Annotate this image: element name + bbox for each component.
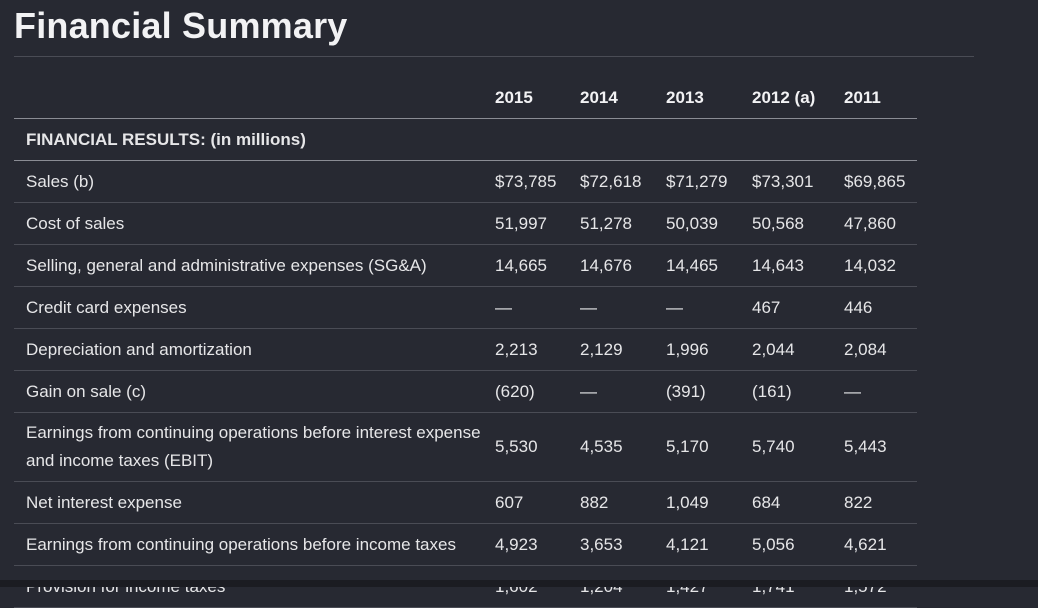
table-cell: 2,213 (495, 328, 580, 371)
table-cell: $69,865 (844, 160, 917, 203)
table-cell: 14,676 (580, 244, 666, 287)
table-cell: 5,443 (844, 412, 917, 482)
table-cell: 3,653 (580, 523, 666, 566)
row-label: Sales (b) (14, 160, 495, 203)
column-header-year: 2012 (a) (752, 78, 844, 119)
financial-summary-table-container: 2015 2014 2013 2012 (a) 2011 FINANCIAL R… (14, 78, 917, 608)
bottom-edge-bar (0, 580, 1038, 587)
column-header-year: 2014 (580, 78, 666, 119)
table-cell: 4,923 (495, 523, 580, 566)
table-cell: $71,279 (666, 160, 752, 203)
table-cell: — (495, 286, 580, 329)
table-cell: 14,643 (752, 244, 844, 287)
table-cell: 5,530 (495, 412, 580, 482)
column-header-year: 2015 (495, 78, 580, 119)
row-label: Net interest expense (14, 481, 495, 524)
table-cell: — (580, 370, 666, 413)
row-label: Earnings from continuing operations befo… (14, 412, 495, 482)
section-header-label: FINANCIAL RESULTS: (in millions) (14, 118, 917, 161)
table-header-row: 2015 2014 2013 2012 (a) 2011 (14, 78, 917, 119)
table-cell: — (666, 286, 752, 329)
table-cell: 47,860 (844, 202, 917, 245)
column-header-year: 2013 (666, 78, 752, 119)
table-cell: 882 (580, 481, 666, 524)
table-row: Depreciation and amortization 2,213 2,12… (14, 328, 917, 371)
table-row: Net interest expense 607 882 1,049 684 8… (14, 481, 917, 524)
table-cell: 1,996 (666, 328, 752, 371)
row-label: Cost of sales (14, 202, 495, 245)
table-cell: — (580, 286, 666, 329)
table-cell: (391) (666, 370, 752, 413)
row-label: Selling, general and administrative expe… (14, 244, 495, 287)
table-cell: 50,039 (666, 202, 752, 245)
table-cell: 51,278 (580, 202, 666, 245)
table-cell: 14,465 (666, 244, 752, 287)
table-row: Gain on sale (c) (620) — (391) (161) — (14, 370, 917, 413)
table-row: Earnings from continuing operations befo… (14, 412, 917, 482)
table-cell: $72,618 (580, 160, 666, 203)
table-cell: $73,301 (752, 160, 844, 203)
table-cell: (620) (495, 370, 580, 413)
table-cell: 5,170 (666, 412, 752, 482)
table-row: Earnings from continuing operations befo… (14, 523, 917, 566)
table-cell: 1,049 (666, 481, 752, 524)
table-cell: 684 (752, 481, 844, 524)
column-header-year: 2011 (844, 78, 917, 119)
table-cell: 5,740 (752, 412, 844, 482)
table-cell: 2,084 (844, 328, 917, 371)
table-row: Selling, general and administrative expe… (14, 244, 917, 287)
table-cell: 607 (495, 481, 580, 524)
table-row: Cost of sales 51,997 51,278 50,039 50,56… (14, 202, 917, 245)
row-label: Gain on sale (c) (14, 370, 495, 413)
table-cell: 50,568 (752, 202, 844, 245)
table-cell: 14,665 (495, 244, 580, 287)
table-cell: 5,056 (752, 523, 844, 566)
title-divider (14, 56, 974, 57)
table-row: Sales (b) $73,785 $72,618 $71,279 $73,30… (14, 160, 917, 203)
page-title: Financial Summary (14, 5, 348, 46)
table-cell: 2,129 (580, 328, 666, 371)
financial-summary-table: 2015 2014 2013 2012 (a) 2011 FINANCIAL R… (14, 78, 917, 608)
table-cell: 4,535 (580, 412, 666, 482)
table-cell: 4,621 (844, 523, 917, 566)
table-cell: $73,785 (495, 160, 580, 203)
row-label: Earnings from continuing operations befo… (14, 523, 495, 566)
table-cell: 446 (844, 286, 917, 329)
table-cell: 467 (752, 286, 844, 329)
row-label: Depreciation and amortization (14, 328, 495, 371)
table-cell: 51,997 (495, 202, 580, 245)
table-cell: 822 (844, 481, 917, 524)
table-cell: (161) (752, 370, 844, 413)
table-row: Credit card expenses — — — 467 446 (14, 286, 917, 329)
table-cell: 2,044 (752, 328, 844, 371)
table-cell: 4,121 (666, 523, 752, 566)
table-cell: — (844, 370, 917, 413)
section-header-row: FINANCIAL RESULTS: (in millions) (14, 118, 917, 161)
row-label: Credit card expenses (14, 286, 495, 329)
column-header-label (14, 78, 495, 119)
table-cell: 14,032 (844, 244, 917, 287)
